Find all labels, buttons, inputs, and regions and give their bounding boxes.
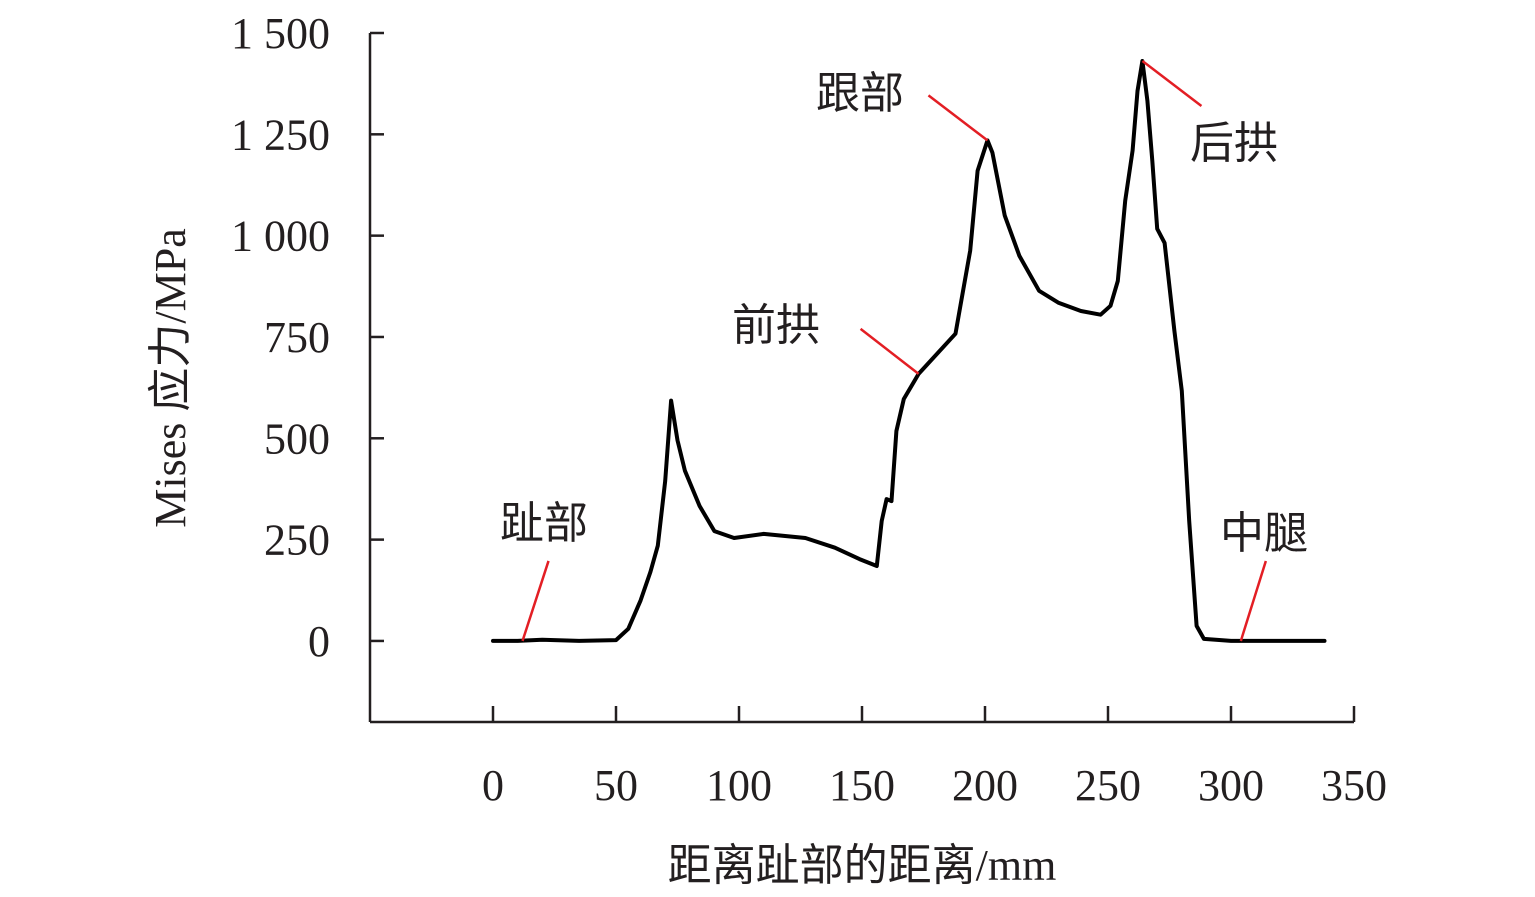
annotation-label: 中腿: [1220, 509, 1308, 558]
y-axis-label: Mises 应力/MPa: [146, 228, 195, 527]
annotation-label: 趾部: [500, 499, 588, 548]
x-axis-label: 距离趾部的距离/mm: [668, 841, 1057, 890]
x-tick-label: 150: [829, 761, 895, 810]
annotation-line: [1141, 59, 1203, 107]
annotation-label: 跟部: [816, 69, 904, 118]
annotation-line: [1239, 560, 1268, 642]
x-tick-label: 350: [1321, 761, 1387, 810]
x-tick-label: 250: [1075, 761, 1141, 810]
x-tick-label: 50: [594, 761, 638, 810]
x-tick-label: 100: [706, 761, 772, 810]
x-tick-label: 0: [482, 761, 504, 810]
y-tick-label: 1 250: [231, 110, 330, 159]
y-tick-label: 500: [264, 414, 330, 463]
y-tick-label: 1 000: [231, 212, 330, 261]
y-tick-label: 0: [308, 617, 330, 666]
annotation-label: 后拱: [1190, 119, 1278, 168]
y-tick-label: 750: [264, 313, 330, 362]
annotation-label: 前拱: [732, 301, 820, 350]
axes: 0 250 500 750 1 000 1 250 1 500 0 50 100 150 200 250…: [231, 9, 1387, 810]
annotation-line: [521, 560, 550, 642]
x-tick-label: 300: [1198, 761, 1264, 810]
annotation-line: [927, 94, 989, 142]
x-tick-label: 200: [952, 761, 1018, 810]
y-tick-label: 250: [264, 516, 330, 565]
y-tick-label: 1 500: [231, 9, 330, 58]
series-line: [491, 59, 1327, 643]
annotation-line: [859, 327, 920, 375]
plot-area: [491, 59, 1327, 643]
